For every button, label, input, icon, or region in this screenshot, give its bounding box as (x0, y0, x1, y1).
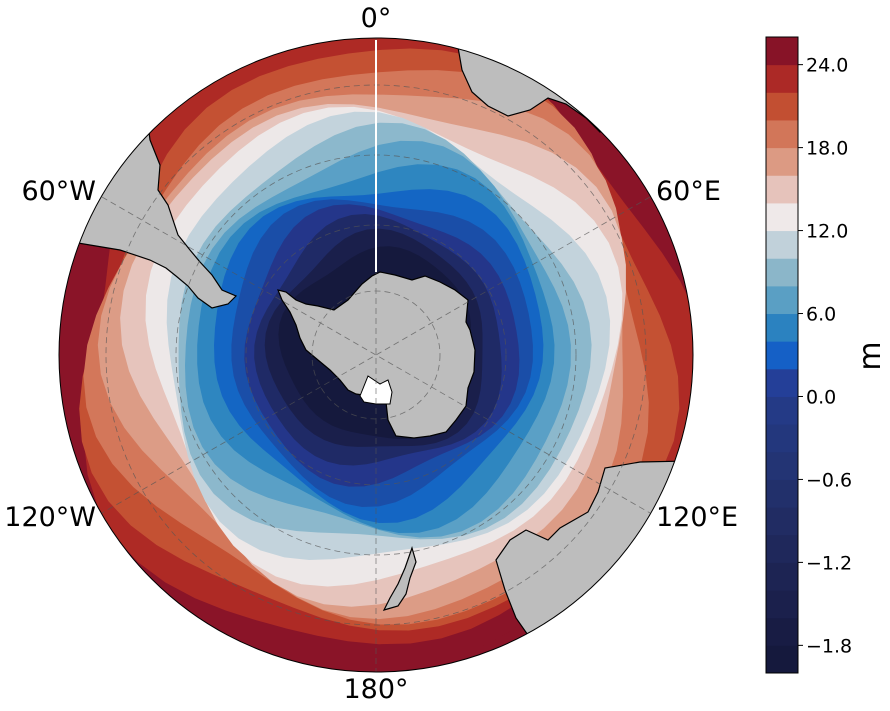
colorbar-level (766, 341, 798, 370)
colorbar-level (766, 285, 798, 315)
colorbar-level (766, 590, 798, 619)
colorbar-level (766, 562, 798, 591)
colorbar-level (766, 479, 798, 508)
colorbar-level (766, 64, 798, 93)
lon-label-60e: 60°E (656, 176, 721, 207)
colorbar-tick-label: −1.8 (806, 635, 852, 657)
colorbar-level (766, 119, 798, 149)
meridian-line (101, 196, 651, 514)
colorbar-tick-label: 18.0 (806, 138, 848, 160)
colorbar-tick-label: 12.0 (806, 221, 848, 243)
colorbar-level (766, 147, 798, 176)
colorbar-ticks: 24.0 18.0 12.0 6.0 0.0 −0.6 −1.2 −1.8 (798, 55, 852, 657)
colorbar-tick-label: −0.6 (806, 469, 852, 491)
colorbar-tick-label: 6.0 (806, 304, 836, 326)
colorbar-level (766, 424, 798, 453)
colorbar-level (766, 368, 798, 397)
meridian-line (101, 196, 651, 514)
colorbar-level (766, 451, 798, 480)
lon-label-120w: 120°W (4, 502, 96, 533)
colorbar-tick-label: 0.0 (806, 386, 836, 408)
colorbar-level (766, 92, 798, 121)
colorbar-level (766, 313, 798, 342)
field-contour-bands (79, 38, 693, 666)
colorbar-frame (765, 36, 799, 674)
colorbar-level (766, 230, 798, 259)
colorbar-level (766, 507, 798, 536)
colorbar-level (766, 396, 798, 425)
colorbar-level (766, 258, 798, 287)
colorbar-level (766, 617, 798, 646)
colorbar-unit-label: m (853, 341, 888, 370)
colorbar-tick-label: −1.2 (806, 552, 852, 574)
lon-label-60w: 60°W (21, 176, 96, 207)
colorbar-levels (766, 37, 798, 674)
colorbar: 24.0 18.0 12.0 6.0 0.0 −0.6 −1.2 −1.8 m (765, 36, 888, 674)
map-boundary (58, 37, 694, 673)
colorbar-tick-label: 24.0 (806, 55, 848, 77)
colorbar-level (766, 202, 798, 232)
lon-label-0: 0° (361, 3, 392, 34)
new-zealand-landmass (382, 546, 417, 611)
colorbar-level (766, 37, 798, 66)
lon-label-120e: 120°E (656, 502, 738, 533)
colorbar-level (766, 645, 798, 674)
colorbar-level (766, 534, 798, 563)
colorbar-level (766, 175, 798, 204)
longitude-labels: 0° 60°W 60°E 120°W 120°E 180° (4, 3, 738, 705)
lon-label-180: 180° (343, 674, 408, 705)
